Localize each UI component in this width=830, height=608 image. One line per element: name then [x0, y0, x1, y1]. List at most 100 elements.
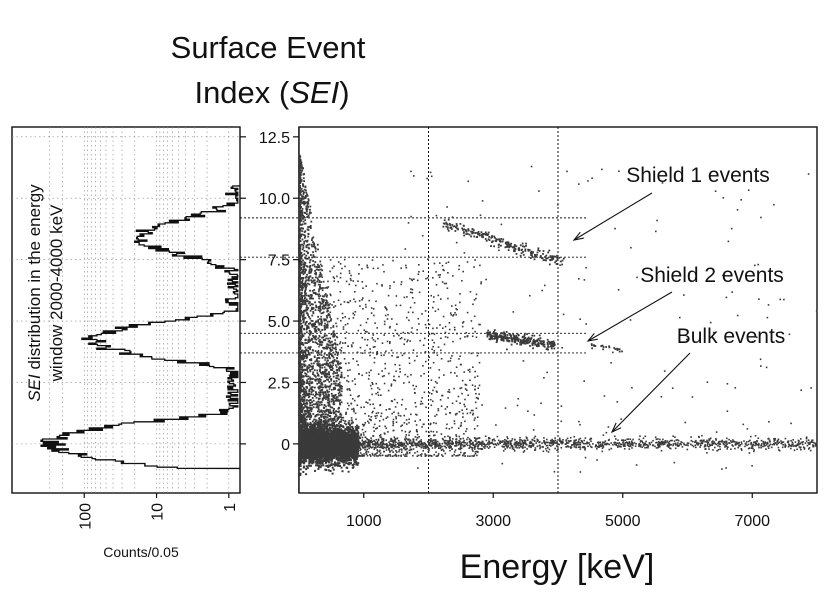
- data-point: [345, 450, 348, 453]
- data-point: [357, 462, 360, 465]
- data-point: [305, 465, 308, 468]
- data-point: [312, 393, 315, 396]
- data-point: [325, 368, 328, 371]
- data-point: [312, 403, 315, 406]
- data-point: [301, 289, 304, 292]
- data-point: [322, 460, 325, 462]
- data-point: [307, 464, 310, 467]
- data-point: [307, 378, 310, 380]
- data-point: [343, 437, 346, 440]
- data-point: [311, 462, 314, 465]
- data-point: [327, 337, 329, 340]
- data-point: [319, 459, 322, 462]
- data-point: [305, 279, 308, 282]
- data-point: [318, 279, 321, 282]
- data-point: [351, 434, 354, 437]
- data-point: [356, 463, 359, 466]
- data-point: [357, 432, 360, 434]
- data-point: [298, 265, 301, 267]
- data-point: [316, 464, 319, 467]
- data-point: [310, 461, 313, 464]
- data-point: [314, 301, 316, 304]
- data-point: [313, 374, 316, 377]
- data-point: [325, 393, 327, 396]
- data-point: [343, 430, 346, 432]
- data-point: [342, 445, 345, 448]
- data-point: [317, 458, 320, 461]
- data-point: [315, 427, 317, 429]
- data-point: [337, 351, 339, 354]
- data-point: [355, 453, 357, 456]
- data-point: [334, 462, 337, 465]
- data-point: [306, 210, 308, 213]
- data-point: [312, 458, 315, 461]
- data-point: [331, 369, 333, 371]
- data-point: [345, 438, 348, 441]
- data-point: [345, 466, 348, 469]
- data-point: [337, 424, 340, 427]
- data-point: [348, 459, 351, 462]
- data-point: [319, 260, 322, 263]
- data-point: [316, 382, 319, 385]
- data-point: [325, 452, 327, 455]
- data-point: [306, 422, 309, 425]
- data-point: [334, 427, 337, 429]
- data-point: [347, 448, 350, 451]
- data-point: [300, 215, 303, 217]
- data-point: [329, 470, 332, 472]
- data-point: [332, 335, 334, 338]
- data-point: [328, 354, 331, 357]
- data-point: [315, 435, 317, 438]
- data-point: [298, 160, 301, 163]
- data-point: [344, 435, 347, 438]
- histogram-bars: [40, 185, 241, 470]
- data-point: [334, 342, 337, 345]
- data-point: [349, 453, 352, 456]
- data-point: [324, 307, 327, 309]
- data-point: [301, 427, 304, 430]
- data-point: [350, 444, 353, 446]
- data-point: [346, 440, 349, 443]
- data-point: [302, 321, 305, 324]
- data-point: [307, 325, 310, 328]
- data-point: [323, 456, 326, 459]
- data-point: [333, 464, 336, 467]
- histogram-step-line: [40, 185, 241, 470]
- data-point: [327, 432, 329, 435]
- histogram-x-tick-label-1: 10: [150, 503, 167, 521]
- data-point: [309, 431, 312, 433]
- data-point: [324, 318, 327, 321]
- data-point: [322, 336, 325, 339]
- data-point: [331, 455, 334, 458]
- data-point: [329, 364, 332, 366]
- data-point: [349, 449, 352, 451]
- data-point: [327, 469, 330, 472]
- data-point: [303, 350, 306, 352]
- data-point: [307, 452, 310, 455]
- data-point: [300, 455, 303, 458]
- data-point: [309, 289, 311, 292]
- data-point: [338, 453, 341, 455]
- data-point: [348, 461, 351, 464]
- data-point: [300, 271, 302, 274]
- data-point: [350, 462, 352, 465]
- data-point: [301, 272, 304, 274]
- data-point: [341, 470, 344, 473]
- data-point: [314, 261, 317, 263]
- data-point: [309, 442, 312, 445]
- data-point: [326, 375, 329, 378]
- data-point: [344, 456, 347, 458]
- data-point: [302, 443, 305, 446]
- data-point: [332, 435, 335, 437]
- data-point: [308, 453, 311, 455]
- data-point: [315, 460, 318, 462]
- data-point: [299, 474, 302, 476]
- data-point: [331, 346, 334, 349]
- data-point: [298, 230, 301, 233]
- data-point: [306, 304, 308, 307]
- data-point: [342, 461, 345, 464]
- y-tick-label-3: 5.0: [268, 314, 290, 331]
- data-point: [357, 443, 360, 446]
- data-point: [326, 401, 329, 404]
- data-point: [305, 426, 308, 429]
